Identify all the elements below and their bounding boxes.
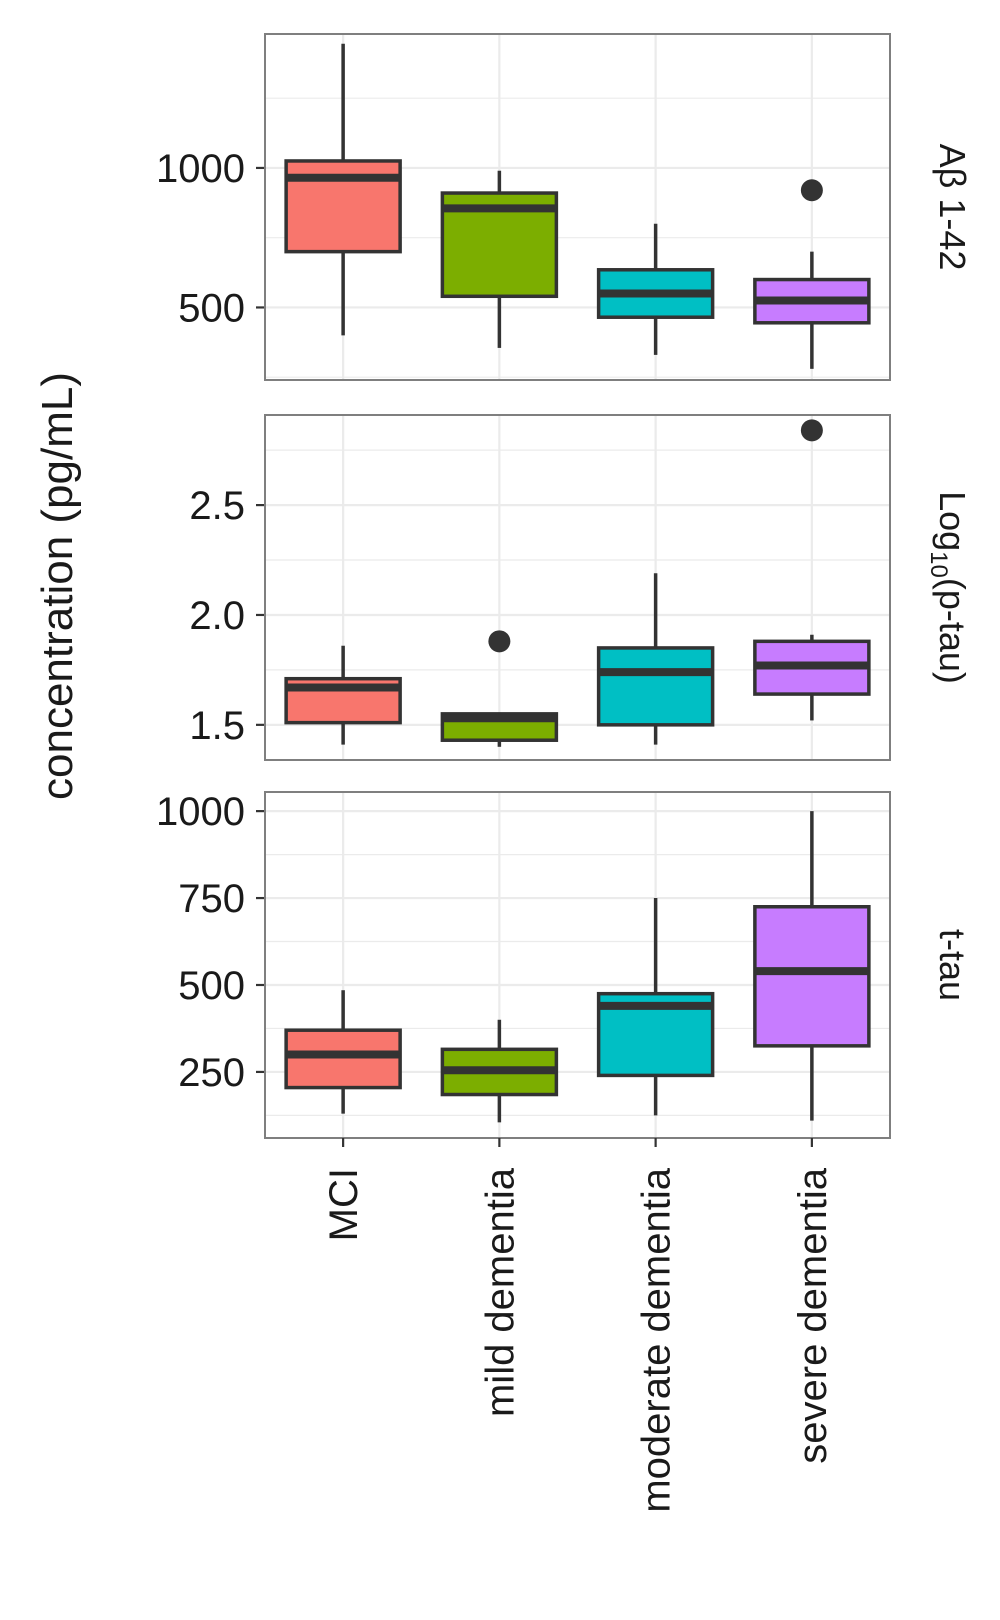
x-tick-label-moderate-dementia: moderate dementia [635, 1167, 679, 1512]
panel-border [264, 414, 891, 761]
outlier-point [488, 630, 511, 653]
strip-label-subscript: 10 [925, 551, 952, 578]
y-tick-label: 1.5 [189, 704, 245, 748]
panel-border [264, 33, 891, 381]
y-tick-label: 500 [178, 964, 245, 1008]
box-mild-dementia [440, 1019, 559, 1123]
y-tick-label: 2.0 [189, 594, 245, 638]
y-tick-label: 2.5 [189, 484, 245, 528]
strip-label: Log10(p-tau) [925, 491, 973, 684]
box-mci [284, 990, 402, 1114]
outlier-point [800, 179, 823, 202]
y-tick-label: 250 [178, 1051, 245, 1095]
strip-label-part: (p-tau) [932, 578, 973, 684]
box-severe-dementia [753, 419, 871, 721]
y-tick-label: 500 [178, 286, 245, 330]
strip-label: Aβ 1-42 [932, 144, 973, 271]
box-mild-dementia [440, 630, 559, 747]
y-tick-label: 1000 [156, 147, 245, 191]
iqr-box [753, 905, 871, 1048]
strip-label: t-tau [932, 929, 973, 1001]
x-tick-label-severe-dementia: severe dementia [791, 1167, 835, 1463]
y-tick-label: 750 [178, 877, 245, 921]
panel-t-tau: 250 500 750 1000 t-tau [156, 790, 973, 1139]
box-severe-dementia [753, 811, 871, 1121]
panel-log10-p-tau: 1.5 2.0 2.5 Log10(p-tau) [189, 414, 973, 761]
box-mci [284, 645, 402, 745]
box-mild-dementia [440, 170, 559, 348]
strip-label-part: Log [932, 491, 973, 551]
box-moderate-dementia [596, 898, 715, 1116]
panel-border [264, 791, 891, 1139]
box-moderate-dementia [596, 223, 715, 355]
iqr-box [596, 646, 715, 727]
box-mci [284, 43, 402, 336]
outlier-point [800, 419, 823, 442]
panel-a-1-42: 500 1000 Aβ 1-42 [156, 33, 973, 381]
box-severe-dementia [753, 179, 871, 369]
y-axis-title: concentration (pg/mL) [33, 372, 82, 800]
box-moderate-dementia [596, 573, 715, 745]
y-tick-label: 1000 [156, 790, 245, 834]
iqr-box [284, 1028, 402, 1090]
x-tick-label-mild-dementia: mild dementia [478, 1167, 522, 1417]
x-tick-label-mci: MCI [322, 1168, 366, 1241]
